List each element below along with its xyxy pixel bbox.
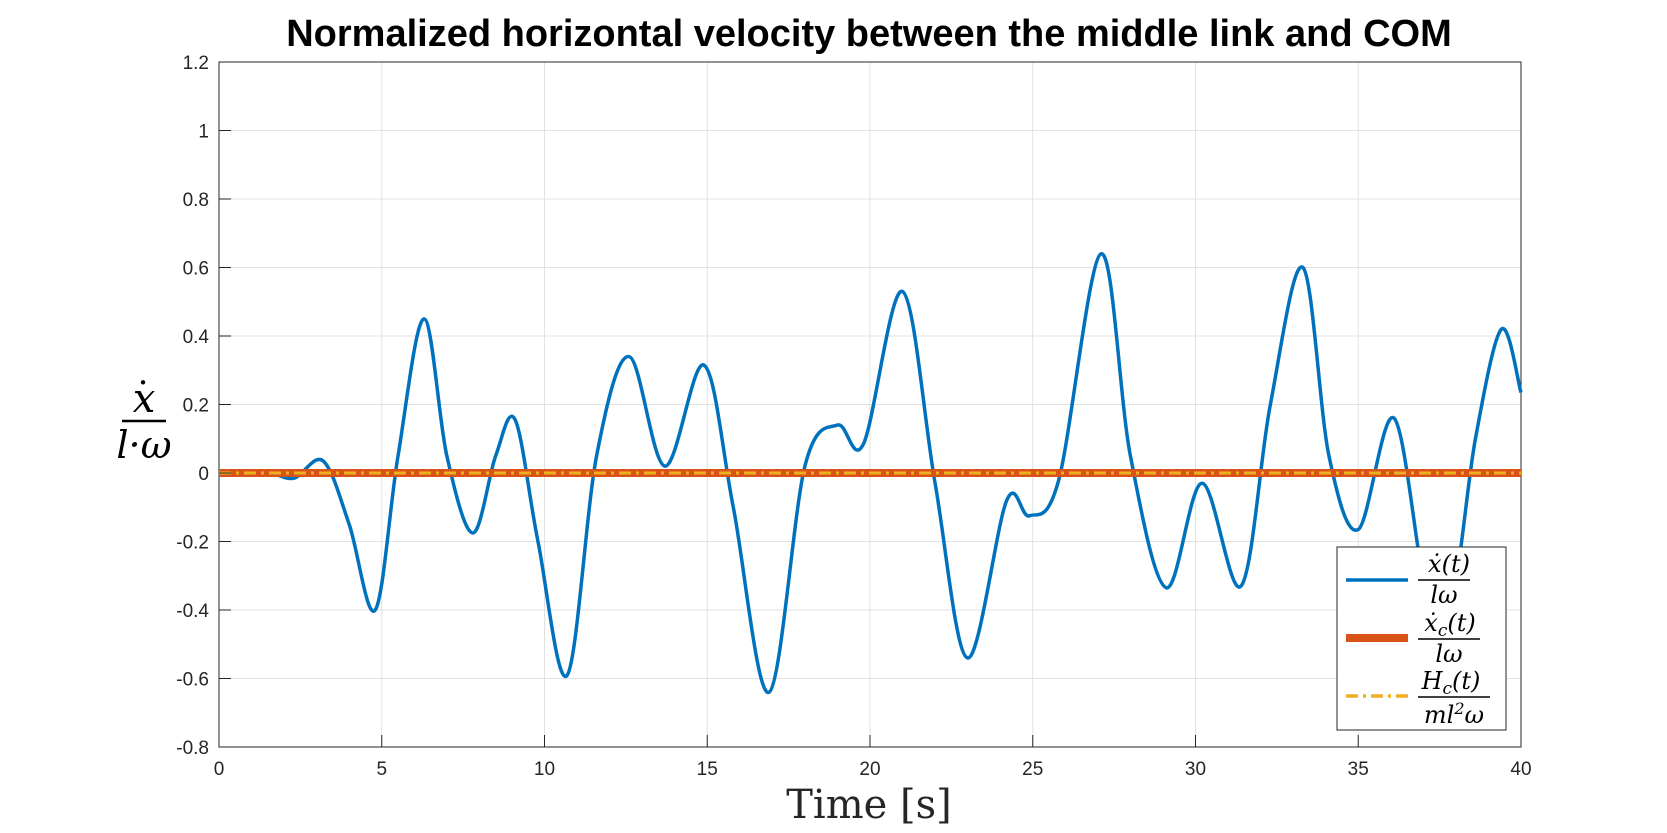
x-axis-label: Time [s]: [786, 782, 952, 828]
y-tick-label: 0: [198, 464, 209, 485]
y-axis-label-dot: .: [138, 353, 149, 393]
x-tick-label: 10: [534, 759, 555, 780]
x-tick-label: 5: [376, 759, 387, 780]
y-axis-label-numerator: x: [133, 376, 156, 422]
x-tick-label: 20: [859, 759, 880, 780]
y-tick-label: 0.2: [183, 396, 209, 417]
chart-title: Normalized horizontal velocity between t…: [286, 13, 1452, 55]
series-x-line: [218, 252, 1523, 694]
x-tick-label: 40: [1510, 759, 1531, 780]
x-tick-label: 0: [214, 759, 225, 780]
y-tick-label: 0.6: [183, 259, 209, 280]
y-tick-label: 1.2: [183, 53, 209, 74]
legend: ẋ(t) lω ẋc(t) lω Hc(t) ml2ω: [1336, 546, 1507, 731]
legend-label-x-denominator: lω: [1430, 581, 1457, 609]
y-axis-label: x . l·ω: [116, 353, 171, 467]
y-tick-label: -0.4: [176, 601, 209, 622]
legend-label-x-numerator: ẋ(t): [1428, 550, 1470, 578]
x-tick-label: 25: [1022, 759, 1043, 780]
legend-label-xc-denominator: lω: [1435, 640, 1462, 668]
grid: [218, 61, 1522, 748]
legend-label-hc-numerator: Hc(t): [1421, 667, 1481, 699]
y-tick-label: 0.8: [183, 190, 209, 211]
y-tick-label: 0.4: [183, 327, 210, 348]
y-tick-label: -0.2: [176, 533, 209, 554]
legend-entry-hc: Hc(t) ml2ω: [1346, 667, 1490, 729]
y-tick-label: -0.6: [176, 670, 209, 691]
y-tick-label: 1: [198, 122, 209, 143]
y-tick-label: -0.8: [176, 738, 209, 759]
x-tick-label: 35: [1348, 759, 1369, 780]
x-tick-label: 15: [697, 759, 718, 780]
y-axis-label-denominator: l·ω: [116, 423, 171, 467]
legend-entry-x: ẋ(t) lω: [1346, 550, 1470, 609]
tick-labels: 0 5 10 15 20 25 30 35 40 -0.8 -0.6 -0.4 -0.2 0 0.2 0.4 0…: [176, 53, 1531, 780]
legend-entry-xc: ẋc(t) lω: [1346, 609, 1480, 668]
legend-label-hc-denominator: ml2ω: [1424, 699, 1484, 729]
x-tick-label: 30: [1185, 759, 1206, 780]
series-layer: [218, 252, 1523, 694]
legend-label-xc-numerator: ẋc(t): [1424, 609, 1475, 641]
